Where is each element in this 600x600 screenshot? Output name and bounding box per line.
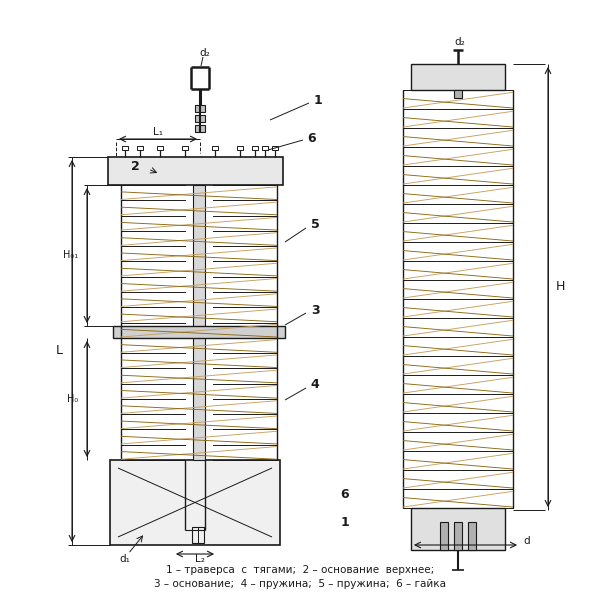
Text: H₀: H₀ [67, 394, 78, 404]
Text: d₂: d₂ [200, 48, 211, 58]
Bar [468, 522, 476, 550]
Bar [122, 146, 128, 150]
Bar [113, 326, 285, 338]
Bar [411, 64, 505, 90]
Bar [110, 460, 280, 545]
Text: H₀₁: H₀₁ [63, 251, 78, 260]
Bar [262, 146, 268, 150]
Bar [195, 115, 205, 122]
Text: 1: 1 [314, 94, 322, 107]
Bar [192, 527, 204, 543]
Bar [182, 146, 188, 150]
Text: 6: 6 [341, 488, 349, 502]
Text: 1: 1 [341, 515, 349, 529]
Text: 6: 6 [308, 131, 316, 145]
Text: d₁: d₁ [119, 554, 130, 564]
Text: 3: 3 [311, 304, 319, 317]
Text: 4: 4 [311, 379, 319, 391]
Bar [237, 146, 243, 150]
Text: 2: 2 [131, 160, 139, 173]
Bar [157, 146, 163, 150]
Text: H: H [556, 280, 565, 293]
Bar [195, 105, 205, 112]
Bar [411, 508, 505, 550]
Bar [454, 90, 462, 98]
Bar [108, 157, 283, 185]
Bar [252, 146, 258, 150]
Text: L₂: L₂ [195, 554, 205, 564]
Text: d: d [523, 536, 530, 546]
Bar [193, 185, 205, 460]
Bar [454, 522, 462, 550]
Bar [195, 125, 205, 132]
Text: 3 – основание;  4 – пружина;  5 – пружина;  6 – гайка: 3 – основание; 4 – пружина; 5 – пружина;… [154, 579, 446, 589]
Text: d₂: d₂ [455, 37, 466, 47]
Bar [137, 146, 143, 150]
Bar [272, 146, 278, 150]
Text: 1 – траверса  с  тягами;  2 – основание  верхнее;: 1 – траверса с тягами; 2 – основание вер… [166, 565, 434, 575]
Bar [440, 522, 448, 550]
Text: L₁: L₁ [153, 127, 163, 137]
Text: 5: 5 [311, 218, 319, 232]
Text: L: L [56, 344, 63, 358]
Bar [212, 146, 218, 150]
